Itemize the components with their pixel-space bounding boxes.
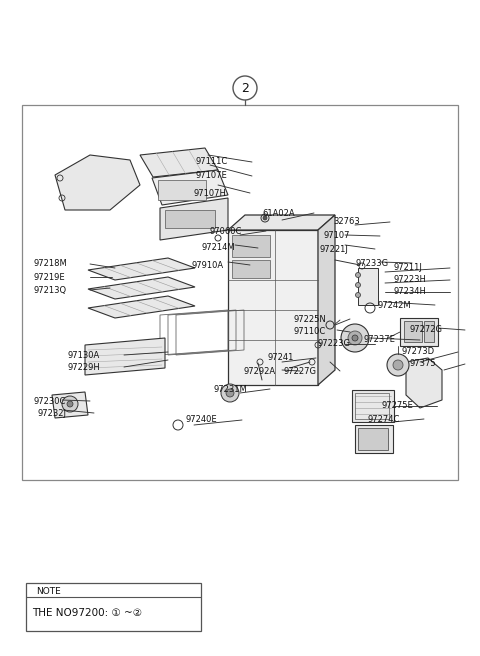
Polygon shape xyxy=(406,358,442,408)
Bar xyxy=(404,321,422,342)
Text: 97060C: 97060C xyxy=(210,226,242,236)
Polygon shape xyxy=(228,215,335,230)
Text: 97221J: 97221J xyxy=(319,245,348,253)
Circle shape xyxy=(341,324,369,352)
Bar xyxy=(355,425,393,453)
Text: 97110C: 97110C xyxy=(293,327,325,337)
Polygon shape xyxy=(358,268,378,305)
Text: 97230C: 97230C xyxy=(33,396,65,405)
Text: 97275E: 97275E xyxy=(381,401,413,411)
Circle shape xyxy=(221,384,239,402)
Text: 97107: 97107 xyxy=(324,232,350,241)
Bar xyxy=(26,583,201,631)
Bar xyxy=(232,260,270,278)
Circle shape xyxy=(62,396,78,412)
Bar xyxy=(424,321,434,342)
Polygon shape xyxy=(318,215,335,385)
Text: 97274C: 97274C xyxy=(368,415,400,424)
Polygon shape xyxy=(88,277,195,299)
Text: 97233G: 97233G xyxy=(356,258,389,268)
Text: 97375: 97375 xyxy=(410,359,437,369)
Bar xyxy=(232,235,270,257)
Circle shape xyxy=(67,401,73,407)
Polygon shape xyxy=(85,338,165,375)
Text: 97211J: 97211J xyxy=(394,264,423,272)
Text: 97910A: 97910A xyxy=(192,260,224,270)
Text: 97240E: 97240E xyxy=(185,415,216,424)
Text: 97213Q: 97213Q xyxy=(33,285,66,295)
Circle shape xyxy=(263,216,267,220)
Text: 97242M: 97242M xyxy=(378,300,412,310)
Text: 97223G: 97223G xyxy=(318,340,351,348)
Text: 97111C: 97111C xyxy=(195,157,227,167)
Polygon shape xyxy=(88,258,195,280)
Circle shape xyxy=(393,360,403,370)
Text: 32763: 32763 xyxy=(333,218,360,226)
Bar xyxy=(355,393,389,419)
Text: 2: 2 xyxy=(241,81,249,94)
Polygon shape xyxy=(228,230,318,385)
Text: 97232J: 97232J xyxy=(37,409,66,417)
Text: 61A02A: 61A02A xyxy=(262,209,295,218)
Bar xyxy=(158,180,206,200)
Text: 97237E: 97237E xyxy=(364,335,396,344)
Circle shape xyxy=(356,272,360,277)
Bar xyxy=(22,105,458,480)
Text: 97225N: 97225N xyxy=(293,314,326,323)
Circle shape xyxy=(387,354,409,376)
Text: 97234H: 97234H xyxy=(394,287,427,297)
Text: 97223H: 97223H xyxy=(394,276,427,285)
Text: 97241: 97241 xyxy=(267,354,293,363)
Text: 97292A: 97292A xyxy=(244,367,276,375)
Text: NOTE: NOTE xyxy=(36,587,61,596)
Text: 97273D: 97273D xyxy=(402,348,435,356)
Text: THE NO97200: ① ~②: THE NO97200: ① ~② xyxy=(32,608,142,618)
Text: 97229H: 97229H xyxy=(67,363,100,371)
Circle shape xyxy=(348,331,362,345)
Text: 97107H: 97107H xyxy=(193,188,226,197)
Bar xyxy=(358,428,388,450)
Polygon shape xyxy=(52,392,88,418)
Text: 97107E: 97107E xyxy=(195,171,227,180)
Circle shape xyxy=(226,389,234,397)
Polygon shape xyxy=(152,170,228,205)
Text: 97272G: 97272G xyxy=(409,325,442,335)
Polygon shape xyxy=(160,198,228,240)
Text: 97231M: 97231M xyxy=(214,384,248,394)
Text: 97214M: 97214M xyxy=(201,243,235,253)
Text: 97219E: 97219E xyxy=(33,272,65,281)
Bar xyxy=(165,210,215,228)
Text: 97130A: 97130A xyxy=(67,350,99,359)
Polygon shape xyxy=(88,296,195,318)
Bar xyxy=(352,390,394,422)
Bar xyxy=(400,318,438,346)
Circle shape xyxy=(352,335,358,341)
Text: 97227G: 97227G xyxy=(284,367,317,375)
Circle shape xyxy=(356,293,360,298)
Text: 97218M: 97218M xyxy=(33,260,67,268)
Polygon shape xyxy=(140,148,218,177)
Polygon shape xyxy=(55,155,140,210)
Circle shape xyxy=(356,283,360,287)
